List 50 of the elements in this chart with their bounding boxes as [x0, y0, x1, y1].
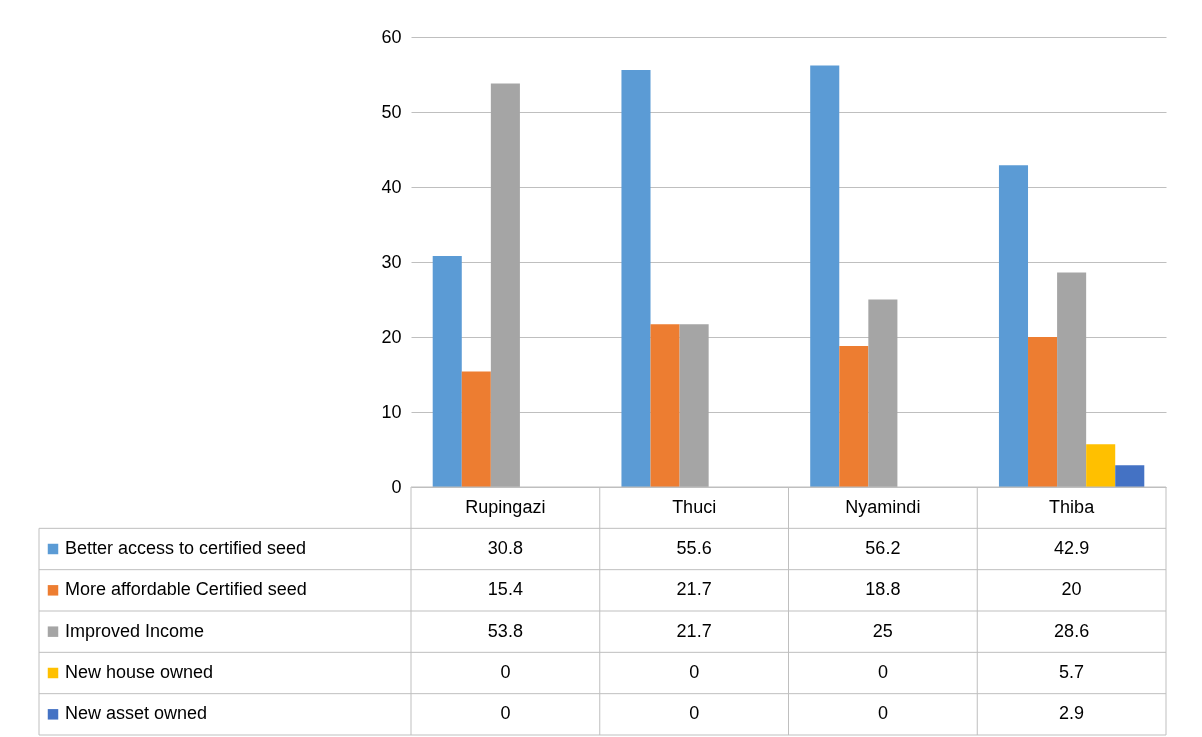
bar: [650, 324, 680, 487]
x-tick-label: Thiba: [1049, 496, 1096, 517]
y-tick-label: 10: [381, 401, 402, 422]
bar: [1086, 444, 1116, 487]
data-label: 21.7: [676, 579, 712, 600]
data-label: 21.7: [676, 620, 712, 641]
legend-label: Improved Income: [65, 620, 205, 641]
legend-label: Better access to certified seed: [65, 538, 307, 558]
data-label: 0: [877, 662, 888, 682]
data-label: 18.8: [865, 579, 901, 600]
data-label: 15.4: [487, 579, 523, 600]
legend-label: New asset owned: [65, 703, 208, 724]
data-label: 0: [877, 703, 888, 724]
data-label: 5.7: [1059, 662, 1085, 682]
y-tick-label: 60: [381, 26, 402, 47]
legend-label: More affordable Certified seed: [65, 579, 307, 600]
bar: [1057, 272, 1087, 487]
bar: [621, 70, 651, 487]
bar: [868, 299, 898, 487]
y-tick-label: 50: [381, 101, 402, 122]
y-tick-label: 30: [381, 251, 402, 272]
bar: [1028, 337, 1058, 487]
x-tick-label: Nyamindi: [845, 496, 921, 517]
data-label: 0: [689, 662, 700, 682]
bar: [432, 256, 462, 487]
legend-label: New house owned: [65, 662, 214, 682]
bar: [490, 83, 520, 487]
x-tick-label: Rupingazi: [465, 496, 546, 517]
data-label: 30.8: [487, 538, 523, 558]
bar: [998, 165, 1029, 487]
bar: [461, 371, 491, 487]
data-label: 42.9: [1054, 538, 1090, 558]
data-label: 28.6: [1054, 620, 1090, 641]
bar: [810, 65, 840, 487]
data-label: 0: [500, 703, 511, 724]
data-label: 2.9: [1059, 703, 1085, 724]
y-tick-label: 0: [391, 476, 402, 497]
y-tick-label: 20: [381, 326, 402, 347]
data-label: 25: [872, 620, 893, 641]
data-label: 0: [500, 662, 511, 682]
bar: [839, 346, 869, 487]
data-label: 56.2: [865, 538, 901, 558]
x-tick-label: Thuci: [672, 496, 717, 517]
bar: [679, 324, 709, 487]
data-label: 0: [689, 703, 700, 724]
data-label: 20: [1061, 579, 1082, 600]
bar: [1115, 465, 1145, 487]
data-label: 55.6: [676, 538, 712, 558]
data-label: 53.8: [487, 620, 523, 641]
y-tick-label: 40: [381, 176, 402, 197]
